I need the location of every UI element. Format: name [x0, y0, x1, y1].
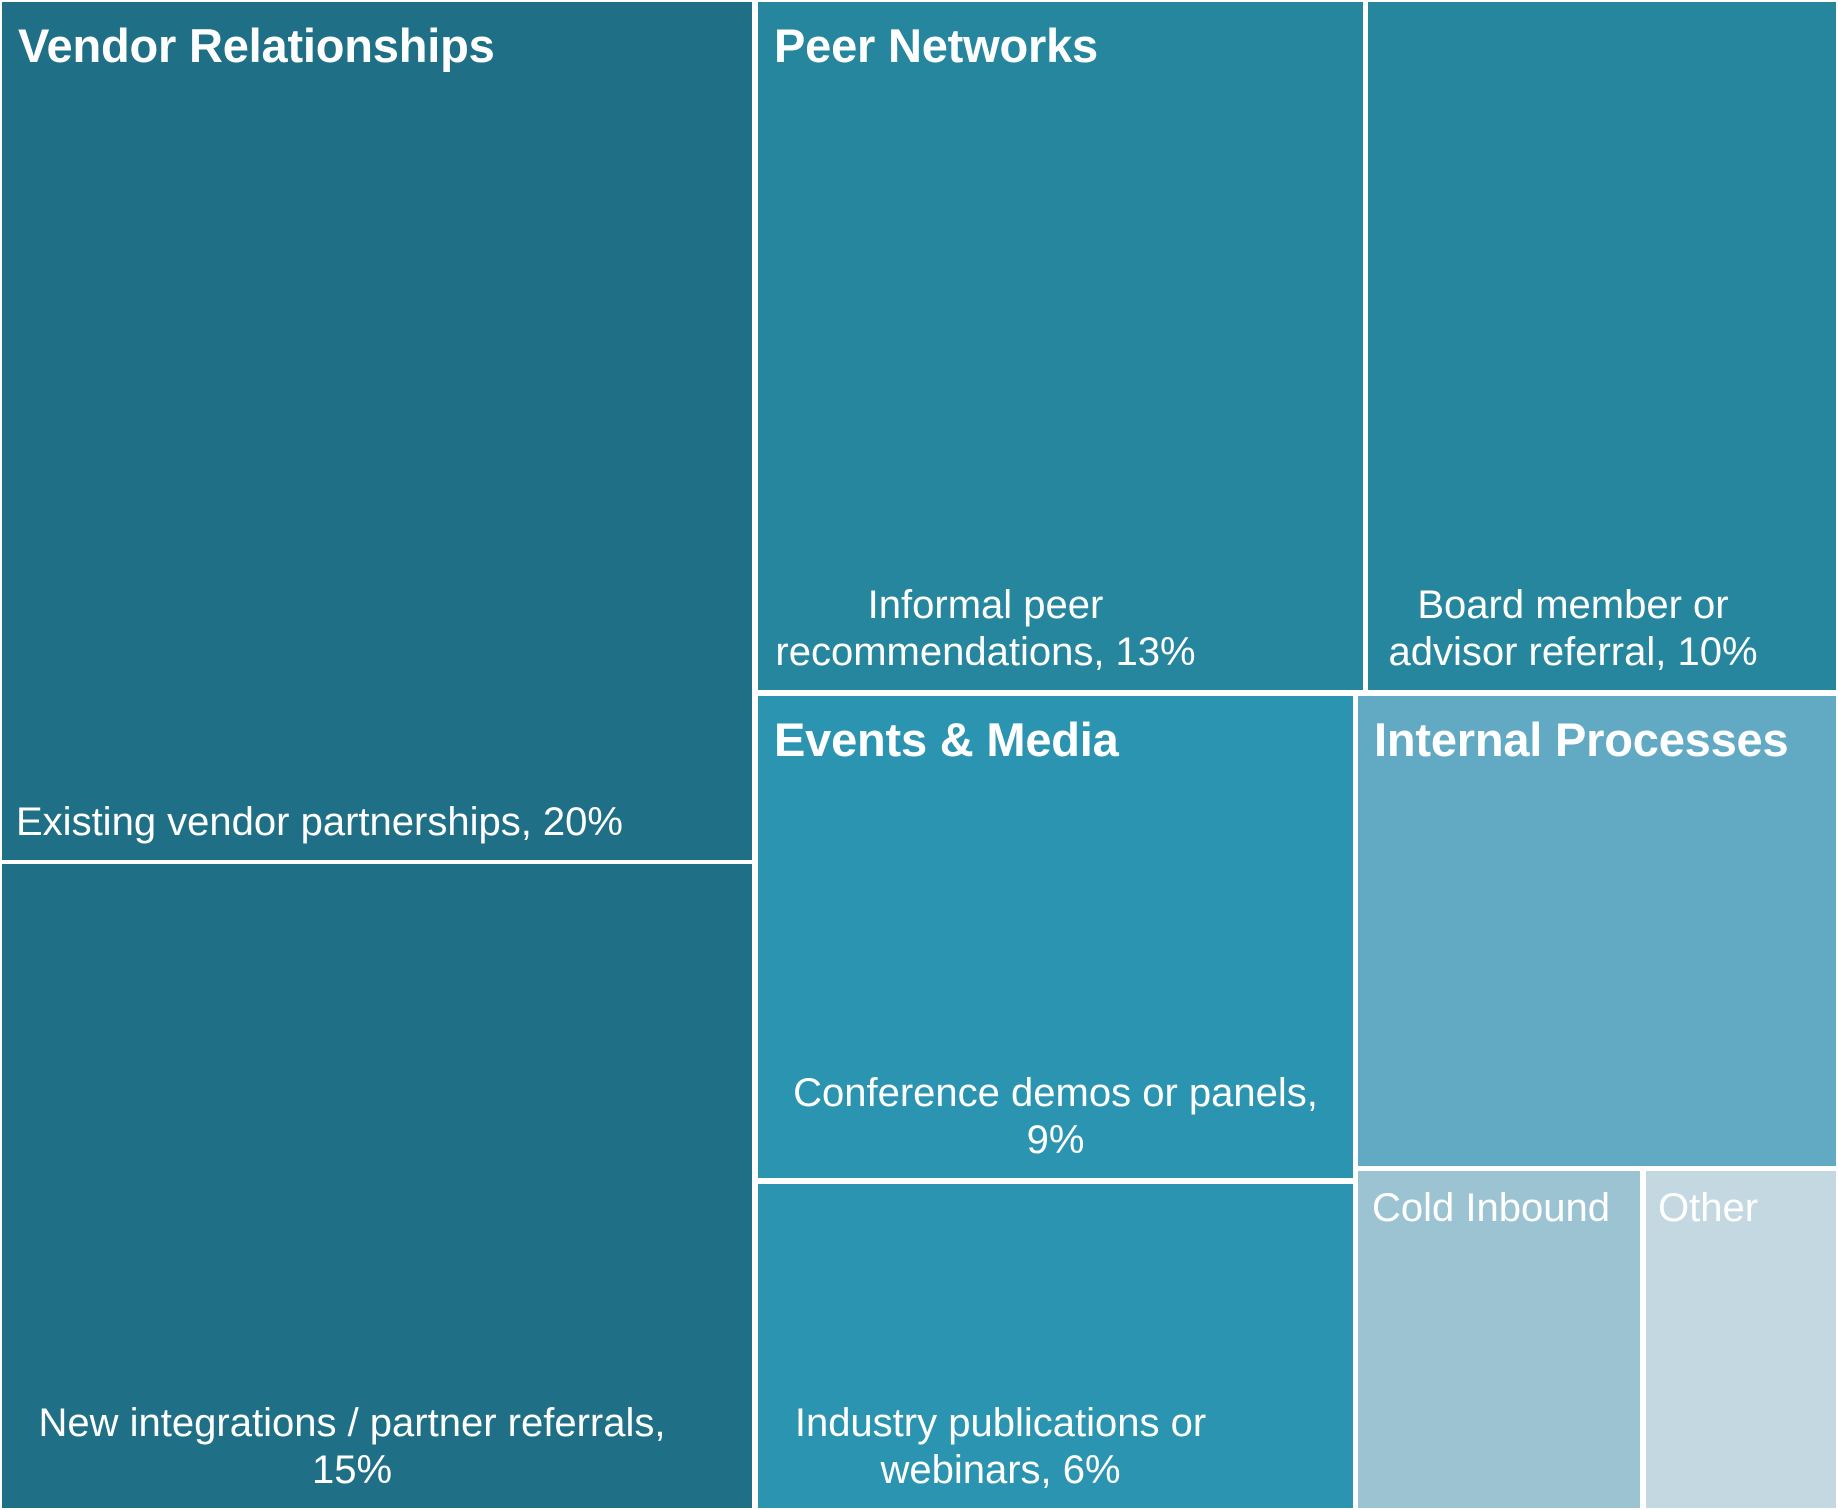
tile-existing-vendor-partnerships: Vendor Relationships Existing vendor par…: [2, 2, 752, 860]
leaf-label-cold-inbound: Cold Inbound: [1372, 1186, 1610, 1230]
leaf-label-conference-demos: Conference demos or panels, 9%: [793, 1071, 1318, 1162]
tile-conference-demos: Events & Media Conference demos or panel…: [758, 696, 1353, 1178]
tile-internal-processes: Internal Processes: [1358, 696, 1836, 1166]
leaf-label-new-integrations: New integrations / partner referrals, 15…: [38, 1401, 666, 1492]
group-title-peer-networks: Peer Networks: [774, 19, 1098, 72]
tile-industry-publications: Industry publications or webinars, 6%: [758, 1184, 1353, 1508]
leaf-label-board-member-referral: Board member or advisor referral, 10%: [1388, 583, 1758, 674]
tile-informal-peer-recommendations: Peer Networks Informal peer recommendati…: [758, 2, 1363, 690]
group-title-events-media: Events & Media: [774, 713, 1119, 766]
leaf-label-other: Other: [1658, 1186, 1759, 1230]
tile-other: Other: [1646, 1171, 1836, 1508]
leaf-label-industry-publications: Industry publications or webinars, 6%: [794, 1401, 1207, 1492]
tile-new-integrations: New integrations / partner referrals, 15…: [2, 864, 752, 1508]
tile-board-member-referral: Board member or advisor referral, 10%: [1368, 2, 1836, 690]
leaf-label-informal-peer-recommendations: Informal peer recommendations, 13%: [775, 583, 1196, 674]
leaf-label-existing-vendor-partnerships: Existing vendor partnerships, 20%: [16, 800, 623, 844]
group-title-vendor-relationships: Vendor Relationships: [18, 19, 495, 72]
group-title-internal-processes: Internal Processes: [1374, 713, 1789, 766]
tile-cold-inbound: Cold Inbound: [1358, 1171, 1640, 1508]
